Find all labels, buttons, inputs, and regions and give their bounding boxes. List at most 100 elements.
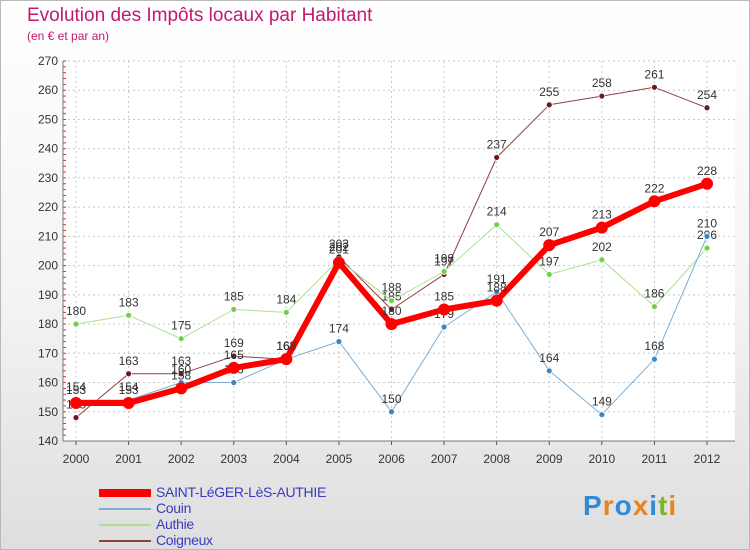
y-tick-label: 240 <box>38 142 58 156</box>
data-label: 255 <box>539 85 559 99</box>
y-tick-label: 220 <box>38 200 58 214</box>
legend-label: Authie <box>156 516 194 532</box>
data-point <box>598 256 606 264</box>
data-point <box>545 101 553 109</box>
data-label: 258 <box>592 76 612 90</box>
data-point <box>230 306 238 313</box>
data-label: 180 <box>66 304 86 318</box>
data-label: 197 <box>539 254 559 268</box>
data-label: 188 <box>381 281 401 295</box>
data-label: 198 <box>434 251 454 265</box>
data-point <box>175 382 188 395</box>
data-point <box>282 308 290 316</box>
data-point <box>703 104 711 112</box>
data-point <box>493 154 501 161</box>
data-point <box>388 306 395 313</box>
data-point <box>122 397 135 409</box>
data-label: 186 <box>644 287 664 301</box>
data-label: 254 <box>697 88 717 102</box>
x-tick-label: 2006 <box>378 452 405 466</box>
x-tick-label: 2001 <box>115 452 142 466</box>
data-label: 164 <box>539 351 559 365</box>
data-label: 160 <box>171 363 191 377</box>
data-point <box>125 370 132 378</box>
data-label: 207 <box>539 225 559 239</box>
data-label: 165 <box>224 348 244 362</box>
data-point <box>701 177 713 190</box>
data-label: 185 <box>224 289 244 303</box>
data-point <box>703 232 711 240</box>
data-point <box>651 355 658 363</box>
data-label: 201 <box>329 243 349 257</box>
data-point <box>230 352 238 360</box>
legend-swatch <box>99 524 151 526</box>
data-label: 213 <box>592 208 612 222</box>
data-point <box>125 311 132 319</box>
legend-label: SAINT-LéGER-LèS-AUTHIE <box>156 484 326 500</box>
data-label: 175 <box>171 319 191 333</box>
y-tick-label: 140 <box>38 434 58 448</box>
data-label: 185 <box>434 289 454 303</box>
data-label: 168 <box>276 339 296 353</box>
y-tick-label: 150 <box>38 405 58 419</box>
data-label: 154 <box>66 380 86 394</box>
y-tick-label: 200 <box>38 259 58 273</box>
data-label: 188 <box>487 281 507 295</box>
data-label: 169 <box>224 336 244 350</box>
data-point <box>648 195 661 208</box>
logo-letter: t <box>658 490 669 521</box>
data-label: 153 <box>66 383 86 397</box>
data-label: 261 <box>644 67 664 81</box>
plot-area <box>63 61 735 441</box>
data-point <box>280 353 293 366</box>
data-point <box>230 379 238 386</box>
data-point <box>440 268 448 275</box>
legend-swatch <box>99 508 151 510</box>
logo-letter: x <box>632 490 650 521</box>
data-label: 202 <box>592 240 612 254</box>
x-tick-label: 2008 <box>483 452 510 466</box>
x-tick-label: 2002 <box>168 452 195 466</box>
data-label: 183 <box>119 295 139 309</box>
x-tick-label: 2004 <box>273 452 300 466</box>
logo-letter: i <box>649 490 659 521</box>
data-point <box>598 92 606 100</box>
x-tick-label: 2011 <box>642 452 668 466</box>
data-point <box>72 414 80 422</box>
y-tick-label: 210 <box>38 229 58 243</box>
data-point <box>177 370 185 378</box>
data-point <box>543 239 556 252</box>
legend-label: Coigneux <box>156 532 213 548</box>
y-tick-label: 190 <box>38 288 58 302</box>
y-tick-label: 230 <box>38 171 58 185</box>
data-label: 202 <box>329 240 349 254</box>
x-tick-label: 2010 <box>588 452 615 466</box>
data-label: 222 <box>644 181 664 195</box>
data-point <box>177 335 185 343</box>
legend-swatch <box>99 540 151 542</box>
data-label: 228 <box>697 164 717 178</box>
x-tick-label: 2007 <box>431 452 458 466</box>
y-tick-label: 260 <box>38 83 58 97</box>
data-point <box>595 221 608 234</box>
data-label: 163 <box>119 354 139 368</box>
data-label: 163 <box>171 354 191 368</box>
x-tick-label: 2003 <box>220 452 247 466</box>
logo-letter: r <box>602 490 615 521</box>
proxiti-logo: Proxiti <box>583 490 677 522</box>
data-label: 168 <box>644 339 664 353</box>
legend-swatch <box>99 489 151 497</box>
data-label: 237 <box>487 137 507 151</box>
y-tick-label: 170 <box>38 346 58 360</box>
y-tick-label: 180 <box>38 317 58 331</box>
data-point <box>493 221 501 229</box>
y-tick-label: 160 <box>38 376 58 390</box>
data-label: 210 <box>697 216 717 230</box>
data-point <box>70 397 82 409</box>
logo-letter: o <box>614 490 633 521</box>
data-label: 197 <box>434 254 454 268</box>
data-label: 174 <box>329 322 349 336</box>
data-label: 184 <box>276 292 296 306</box>
